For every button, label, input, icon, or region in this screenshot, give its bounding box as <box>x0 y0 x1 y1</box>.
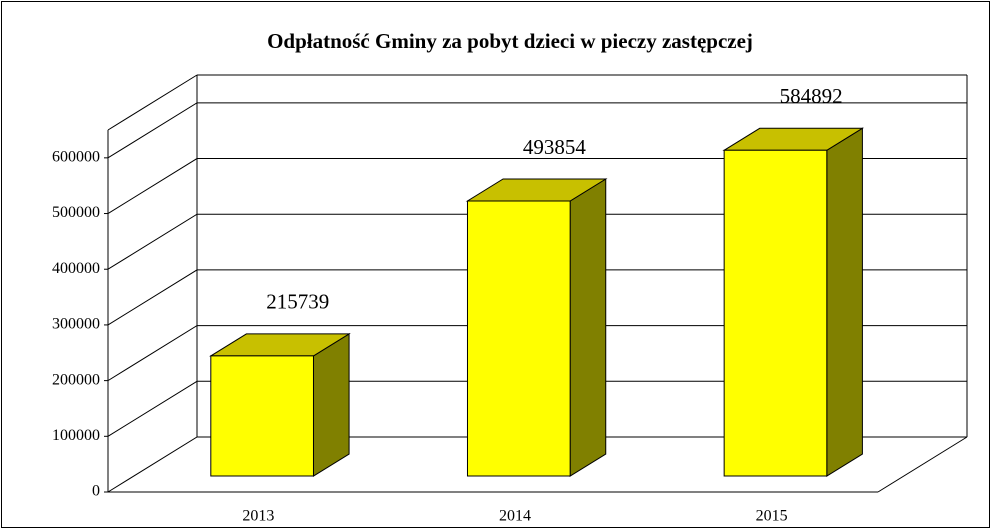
bar-side <box>569 178 607 477</box>
chart-title: Odpłatność Gminy za pobyt dzieci w piecz… <box>267 29 753 53</box>
bar <box>210 355 314 477</box>
y-tick-label: 600000 <box>52 149 100 166</box>
bar <box>466 200 571 477</box>
value-label: 584892 <box>780 84 843 108</box>
grid-line <box>107 269 967 326</box>
floor-edge <box>877 436 968 493</box>
grid-line <box>107 213 967 270</box>
value-label: 215739 <box>266 290 329 314</box>
grid-line <box>107 325 967 382</box>
y-tick-label: 100000 <box>52 427 100 444</box>
grid-line <box>107 158 967 214</box>
x-tick-label: 2014 <box>499 508 531 525</box>
wall-edge <box>107 74 198 131</box>
grid-line <box>107 380 967 437</box>
x-tick-label: 2015 <box>756 508 788 525</box>
grid-line <box>107 102 967 159</box>
bar-side <box>826 127 863 477</box>
bar <box>723 149 828 477</box>
y-tick-label: 500000 <box>52 204 100 221</box>
value-label: 493854 <box>523 135 587 159</box>
bar-side <box>312 333 350 477</box>
x-tick-label: 2013 <box>242 508 274 525</box>
y-tick-label: 0 <box>92 483 100 500</box>
y-tick-label: 400000 <box>52 260 100 277</box>
grid-line <box>107 436 967 493</box>
y-tick-label: 300000 <box>52 316 100 333</box>
y-tick-label: 200000 <box>52 371 100 388</box>
